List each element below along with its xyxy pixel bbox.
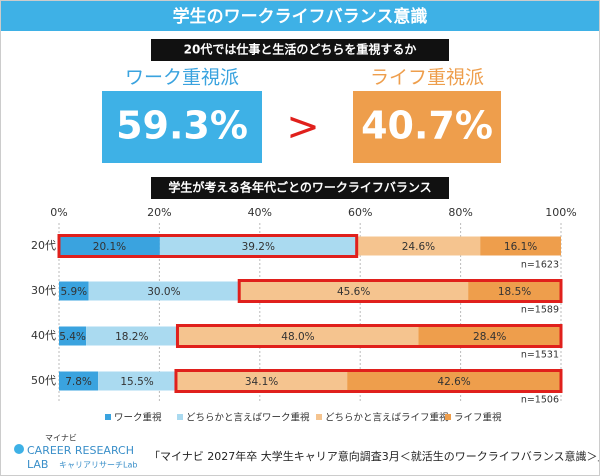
- value-label: 18.2%: [115, 331, 148, 343]
- bar: [239, 281, 469, 301]
- bar: [59, 371, 99, 391]
- legend-marker: [105, 414, 111, 420]
- value-label: 42.6%: [437, 376, 470, 388]
- legend-label: どちらかと言えばワーク重視: [186, 412, 310, 424]
- logo-brand: マイナビ: [45, 434, 77, 443]
- y-tick-label: 50代: [31, 374, 56, 387]
- n-label: n=1623: [521, 260, 559, 271]
- title: 学生のワークライフバランス意識: [173, 6, 428, 27]
- legend-label: ライフ重視: [454, 412, 502, 424]
- section-header-bg: [151, 39, 449, 61]
- value-label: 7.8%: [65, 376, 92, 388]
- highlight-box: [175, 324, 563, 348]
- compare-symbol: >: [286, 104, 320, 150]
- value-label: 5.9%: [60, 286, 87, 298]
- legend-label: どちらかと言えばライフ重視: [325, 412, 449, 424]
- x-tick-label: 80%: [448, 206, 472, 219]
- bar: [347, 371, 561, 391]
- bar: [177, 326, 419, 346]
- bar: [418, 326, 561, 346]
- legend-marker: [177, 414, 183, 420]
- bar: [59, 326, 87, 346]
- bar: [468, 281, 561, 301]
- legend-label: ワーク重視: [114, 412, 162, 424]
- source: 「マイナビ 2027年卒 大学生キャリア意向調査3月＜就活生のワークライフバラン…: [149, 449, 599, 463]
- highlight-box: [174, 369, 563, 393]
- n-label: n=1589: [521, 305, 559, 316]
- bar: [356, 236, 481, 256]
- value-label: 34.1%: [245, 376, 278, 388]
- n-label: n=1531: [521, 350, 559, 361]
- chart-header-bg: [151, 177, 449, 199]
- work-box: [102, 91, 262, 163]
- logo-lab: LAB: [27, 458, 48, 471]
- value-label: 15.5%: [120, 376, 153, 388]
- title-bar: [1, 1, 599, 31]
- value-label: 48.0%: [281, 331, 314, 343]
- value-label: 28.4%: [473, 331, 506, 343]
- value-label: 5.4%: [59, 331, 86, 343]
- x-tick-label: 40%: [248, 206, 272, 219]
- x-tick-label: 0%: [50, 206, 67, 219]
- work-label: ワーク重視派: [125, 67, 239, 89]
- y-tick-label: 40代: [31, 329, 56, 342]
- highlight-box: [57, 234, 359, 258]
- legend-marker: [316, 414, 322, 420]
- bar: [98, 371, 176, 391]
- x-tick-label: 20%: [147, 206, 171, 219]
- logo-name: CAREER RESEARCH: [27, 444, 134, 457]
- highlight-box: [237, 279, 563, 303]
- bar: [159, 236, 357, 256]
- life-value: 40.7%: [361, 104, 493, 148]
- value-label: 16.1%: [504, 241, 537, 253]
- bar: [59, 236, 160, 256]
- life-label: ライフ重視派: [370, 67, 484, 89]
- legend-marker: [445, 414, 451, 420]
- section-header: 20代では仕事と生活のどちらを重視するか: [184, 42, 417, 57]
- bar: [480, 236, 561, 256]
- value-label: 18.5%: [498, 286, 531, 298]
- bar: [88, 281, 240, 301]
- x-tick-label: 100%: [545, 206, 576, 219]
- y-tick-label: 20代: [31, 239, 56, 252]
- value-label: 20.1%: [93, 241, 126, 253]
- logo-mark: [14, 444, 24, 454]
- x-tick-label: 60%: [348, 206, 372, 219]
- n-label: n=1506: [521, 395, 559, 406]
- value-label: 30.0%: [147, 286, 180, 298]
- logo-sub: キャリアリサーチLab: [59, 461, 137, 470]
- value-label: 45.6%: [337, 286, 370, 298]
- bar: [59, 281, 89, 301]
- work-value: 59.3%: [116, 104, 248, 148]
- value-label: 24.6%: [402, 241, 435, 253]
- value-label: 39.2%: [242, 241, 275, 253]
- y-tick-label: 30代: [31, 284, 56, 297]
- bar: [86, 326, 178, 346]
- bar: [175, 371, 348, 391]
- chart-title: 学生が考える各年代ごとのワークライフバランス: [168, 180, 431, 195]
- life-box: [353, 91, 501, 163]
